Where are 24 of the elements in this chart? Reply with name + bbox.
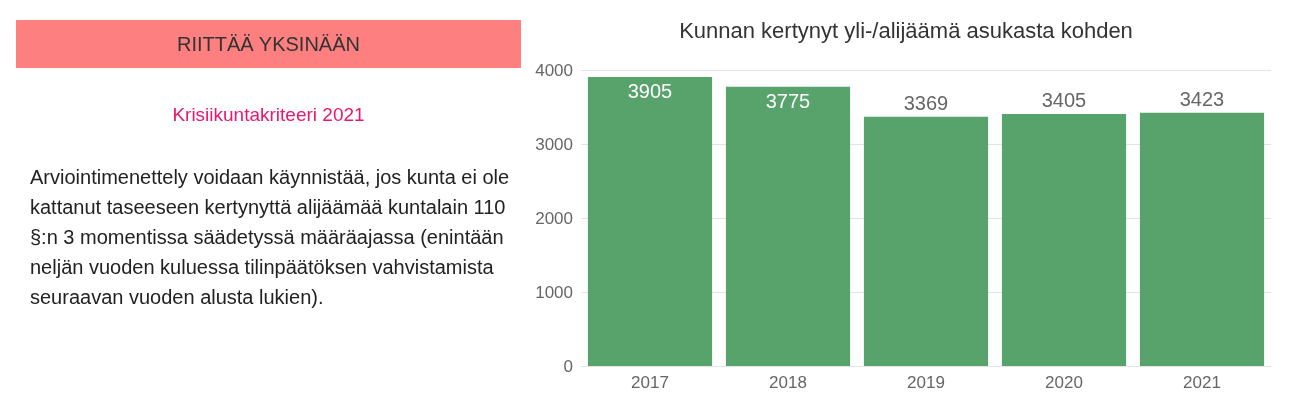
data-label: 3905 (627, 80, 673, 103)
x-tick-label: 2019 (907, 373, 945, 392)
bar (863, 116, 989, 366)
y-tick-label: 0 (563, 356, 573, 376)
x-tick-label: 2018 (769, 373, 807, 392)
x-tick-label: 2020 (1045, 373, 1083, 392)
data-label: 3369 (903, 91, 949, 114)
data-label: 3423 (1179, 87, 1225, 110)
text: RIITTÄÄ YKSINÄÄN (16, 20, 521, 68)
y-tick-label: 1000 (535, 282, 573, 302)
chart-title: Kunnan kertynyt yli-/alijäämä asukasta kohden (679, 17, 1133, 43)
bar (1139, 112, 1265, 366)
data-label: 3405 (1041, 89, 1087, 112)
x-tick-label: 2017 (631, 373, 669, 392)
y-tick-label: 2000 (535, 208, 573, 228)
y-tick-label: 3000 (535, 134, 573, 154)
data-label: 3775 (765, 89, 811, 112)
y-tick-label: 4000 (535, 60, 573, 80)
bar (725, 86, 851, 366)
text: Krisiikuntakriteeri 2021 (171, 104, 366, 126)
x-tick-label: 2021 (1183, 373, 1221, 392)
bar (1001, 114, 1127, 366)
text: Arviointimenettely voidaan käynnistää, jos kunta ei ole kattanut taseeseen kertynyttä alijäämää kuntalain 110 §:n 3 momentissa säädetyssä määräajassa (enintään neljän vuoden kuluessa tilinpäätöksen vahvistamista seuraavan vuoden alusta lukien). (30, 165, 510, 310)
bar (587, 77, 713, 366)
